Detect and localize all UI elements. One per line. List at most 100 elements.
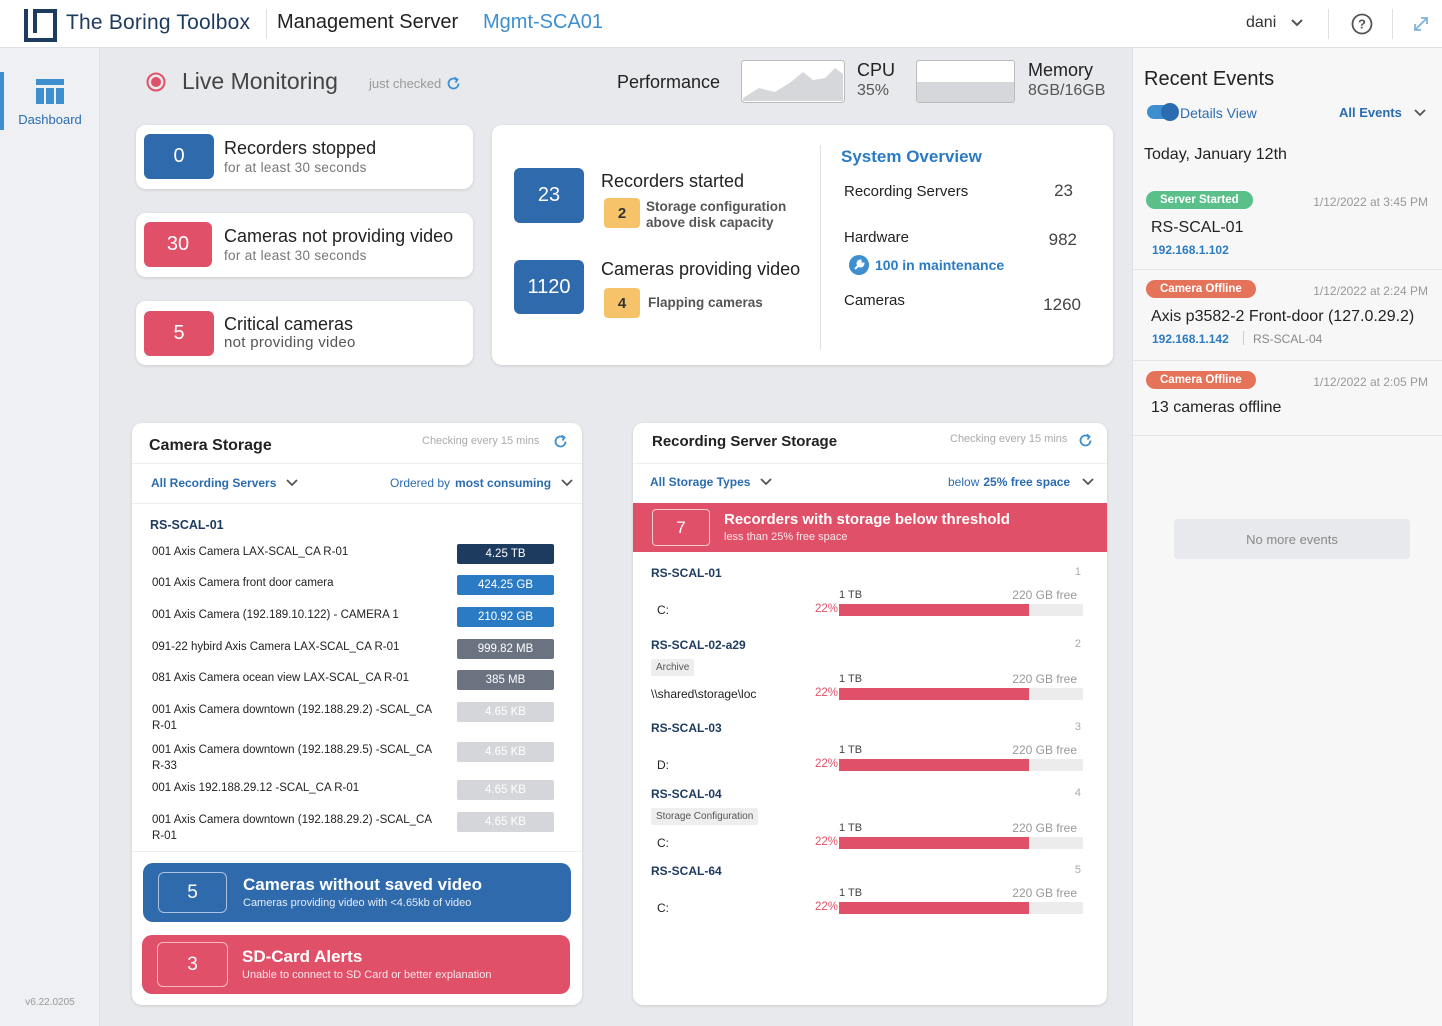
event-item[interactable]: Camera Offline 1/12/2022 at 2:24 PM Axis p… — [1133, 270, 1442, 361]
recording-servers-filter[interactable]: All Recording Servers — [151, 476, 299, 490]
storage-types-filter[interactable]: All Storage Types — [650, 475, 773, 489]
camera-name: 081 Axis Camera ocean view LAX-SCAL_CA R… — [152, 672, 409, 684]
recorders-started-count[interactable]: 23 — [514, 168, 584, 223]
server-index: 1 — [1074, 566, 1081, 578]
cameras-not-providing-card[interactable]: 30 Cameras not providing video for at le… — [136, 213, 473, 277]
events-filter-dropdown[interactable]: All Events — [1339, 105, 1426, 120]
storage-percent: 22% — [815, 687, 839, 699]
details-view-label[interactable]: Details View — [1180, 105, 1257, 121]
system-status-card: 23 Recorders started 2 Storage configura… — [492, 125, 1113, 365]
camera-storage-row[interactable]: 001 Axis Camera front door camera 424.25 … — [150, 575, 570, 595]
drive-path: \\shared\storage\loc — [651, 687, 757, 701]
drive-path: C: — [657, 836, 669, 850]
camera-storage-row[interactable]: 001 Axis Camera downtown (192.188.29.2) … — [150, 812, 570, 842]
server-index: 5 — [1074, 864, 1081, 876]
refresh-icon[interactable] — [446, 76, 461, 91]
drive-path: D: — [657, 758, 669, 772]
server-index: 4 — [1074, 787, 1081, 799]
memory-usage-gauge — [916, 60, 1015, 103]
flapping-cameras-count[interactable]: 4 — [604, 288, 640, 318]
recent-events-panel: Recent Events Details View All Events To… — [1132, 48, 1442, 1026]
camera-storage-row[interactable]: 001 Axis 192.188.29.12 -SCAL_CA R-01 4.65… — [150, 780, 570, 800]
user-menu-label[interactable]: dani — [1246, 14, 1277, 31]
storage-bar — [839, 604, 1083, 616]
cameras-providing-count[interactable]: 1120 — [514, 260, 584, 314]
refresh-icon[interactable] — [553, 434, 568, 449]
threshold-alert-sub: less than 25% free space — [724, 531, 848, 543]
refresh-icon[interactable] — [1078, 433, 1093, 448]
event-item[interactable]: Camera Offline 1/12/2022 at 2:05 PM 13 cam… — [1133, 361, 1442, 436]
camera-storage-row[interactable]: 001 Axis Camera (192.189.10.122) - CAMER… — [150, 607, 570, 627]
chevron-down-icon — [286, 479, 299, 487]
nav-item-dashboard[interactable]: Dashboard — [0, 72, 100, 136]
event-time: 1/12/2022 at 3:45 PM — [1313, 195, 1428, 209]
recording-server-row[interactable]: RS-SCAL-01 1 C: 1 TB 220 GB free 22% — [633, 566, 1107, 636]
cameras-label: Cameras — [844, 292, 905, 309]
threshold-alert-count: 7 — [652, 509, 710, 546]
header-divider — [1328, 9, 1329, 39]
cameras-not-providing-title: Cameras not providing video — [224, 226, 454, 246]
camera-storage-row[interactable]: 081 Axis Camera ocean view LAX-SCAL_CA R… — [150, 670, 570, 690]
event-badge: Camera Offline — [1146, 280, 1256, 298]
no-more-events: No more events — [1174, 519, 1410, 559]
storage-config-count[interactable]: 2 — [604, 198, 640, 228]
order-by-dropdown[interactable]: Ordered by most consuming — [390, 476, 573, 490]
memory-value: 8GB/16GB — [1028, 82, 1106, 99]
camera-name: 001 Axis Camera front door camera — [152, 577, 334, 589]
details-view-toggle[interactable] — [1147, 103, 1179, 121]
recorders-stopped-card[interactable]: 0 Recorders stopped for at least 30 seco… — [136, 125, 473, 189]
overview-divider — [820, 145, 821, 350]
threshold-dropdown[interactable]: below 25% free space — [948, 475, 1094, 489]
top-header: The Boring Toolbox Management Server Mgm… — [0, 0, 1442, 48]
expand-icon[interactable] — [1412, 15, 1430, 33]
camera-storage-panel: Camera Storage Checking every 15 mins Al… — [132, 423, 582, 1005]
storage-size-badge: 4.65 KB — [457, 742, 554, 762]
cpu-sparkline-chart — [741, 60, 845, 103]
event-ip[interactable]: 192.168.1.142 — [1152, 332, 1229, 346]
threshold-value: 25% free space — [983, 475, 1071, 489]
recorders-stopped-count: 0 — [144, 134, 214, 179]
event-ip[interactable]: 192.168.1.102 — [1152, 243, 1229, 257]
camera-storage-row[interactable]: 001 Axis Camera downtown (192.188.29.5) … — [150, 742, 570, 772]
event-item[interactable]: Server Started 1/12/2022 at 3:45 PM RS-SCA… — [1133, 181, 1442, 270]
divider — [132, 503, 582, 504]
critical-cameras-count: 5 — [144, 311, 214, 356]
camera-storage-row[interactable]: 001 Axis Camera downtown (192.188.29.2) … — [150, 702, 570, 732]
event-divider — [1243, 331, 1244, 345]
chevron-down-icon — [561, 479, 573, 487]
recording-server-row[interactable]: RS-SCAL-04 4 Storage Configuration C: 1 TB 22… — [633, 787, 1107, 857]
wrench-icon — [849, 255, 869, 275]
recent-events-title: Recent Events — [1144, 68, 1275, 90]
server-name: Mgmt-SCA01 — [483, 11, 604, 33]
recording-server-row[interactable]: RS-SCAL-64 5 C: 1 TB 220 GB free 22% — [633, 864, 1107, 934]
cameras-value: 1260 — [1043, 295, 1081, 314]
recording-server-row[interactable]: RS-SCAL-03 3 D: 1 TB 220 GB free 22% — [633, 721, 1107, 791]
sd-card-alerts[interactable]: 3 SD-Card Alerts Unable to connect to SD… — [142, 935, 570, 994]
critical-cameras-sub: not providing video — [224, 334, 356, 351]
recording-server-row[interactable]: RS-SCAL-02-a29 2 Archive \\shared\storage\l… — [633, 638, 1107, 708]
storage-size: 1 TB — [839, 887, 863, 899]
storage-bar-fill — [839, 759, 1030, 771]
camera-storage-row[interactable]: 001 Axis Camera LAX-SCAL_CA R-01 4.25 TB — [150, 544, 570, 564]
camera-name: 001 Axis Camera downtown (192.188.29.2) … — [152, 814, 432, 842]
help-icon[interactable]: ? — [1351, 13, 1373, 35]
server-index: 3 — [1074, 721, 1081, 733]
storage-size-badge: 999.82 MB — [457, 639, 554, 659]
cameras-without-saved-video-alert[interactable]: 5 Cameras without saved video Cameras pr… — [143, 863, 571, 922]
version-label: v6.22.0205 — [25, 997, 75, 1008]
drive-path: C: — [657, 603, 669, 617]
header-divider — [266, 9, 267, 39]
storage-threshold-alert[interactable]: 7 Recorders with storage below threshold… — [633, 503, 1107, 552]
dashboard-icon — [36, 79, 64, 104]
no-saved-video-sub: Cameras providing video with <4.65kb of … — [243, 897, 472, 909]
critical-cameras-card[interactable]: 5 Critical cameras not providing video — [136, 301, 473, 365]
storage-bar-fill — [839, 902, 1030, 914]
storage-bar — [839, 688, 1083, 700]
cameras-not-providing-sub: for at least 30 seconds — [224, 248, 367, 263]
recording-servers-value: 23 — [1054, 181, 1073, 200]
camera-storage-row[interactable]: 091-22 hybird Axis Camera LAX-SCAL_CA R-… — [150, 639, 570, 659]
server-name: RS-SCAL-64 — [651, 864, 722, 878]
user-menu-chevron-icon[interactable] — [1290, 18, 1304, 28]
recording-servers-filter-label: All Recording Servers — [151, 476, 277, 490]
maintenance-link[interactable]: 100 in maintenance — [875, 257, 1005, 273]
